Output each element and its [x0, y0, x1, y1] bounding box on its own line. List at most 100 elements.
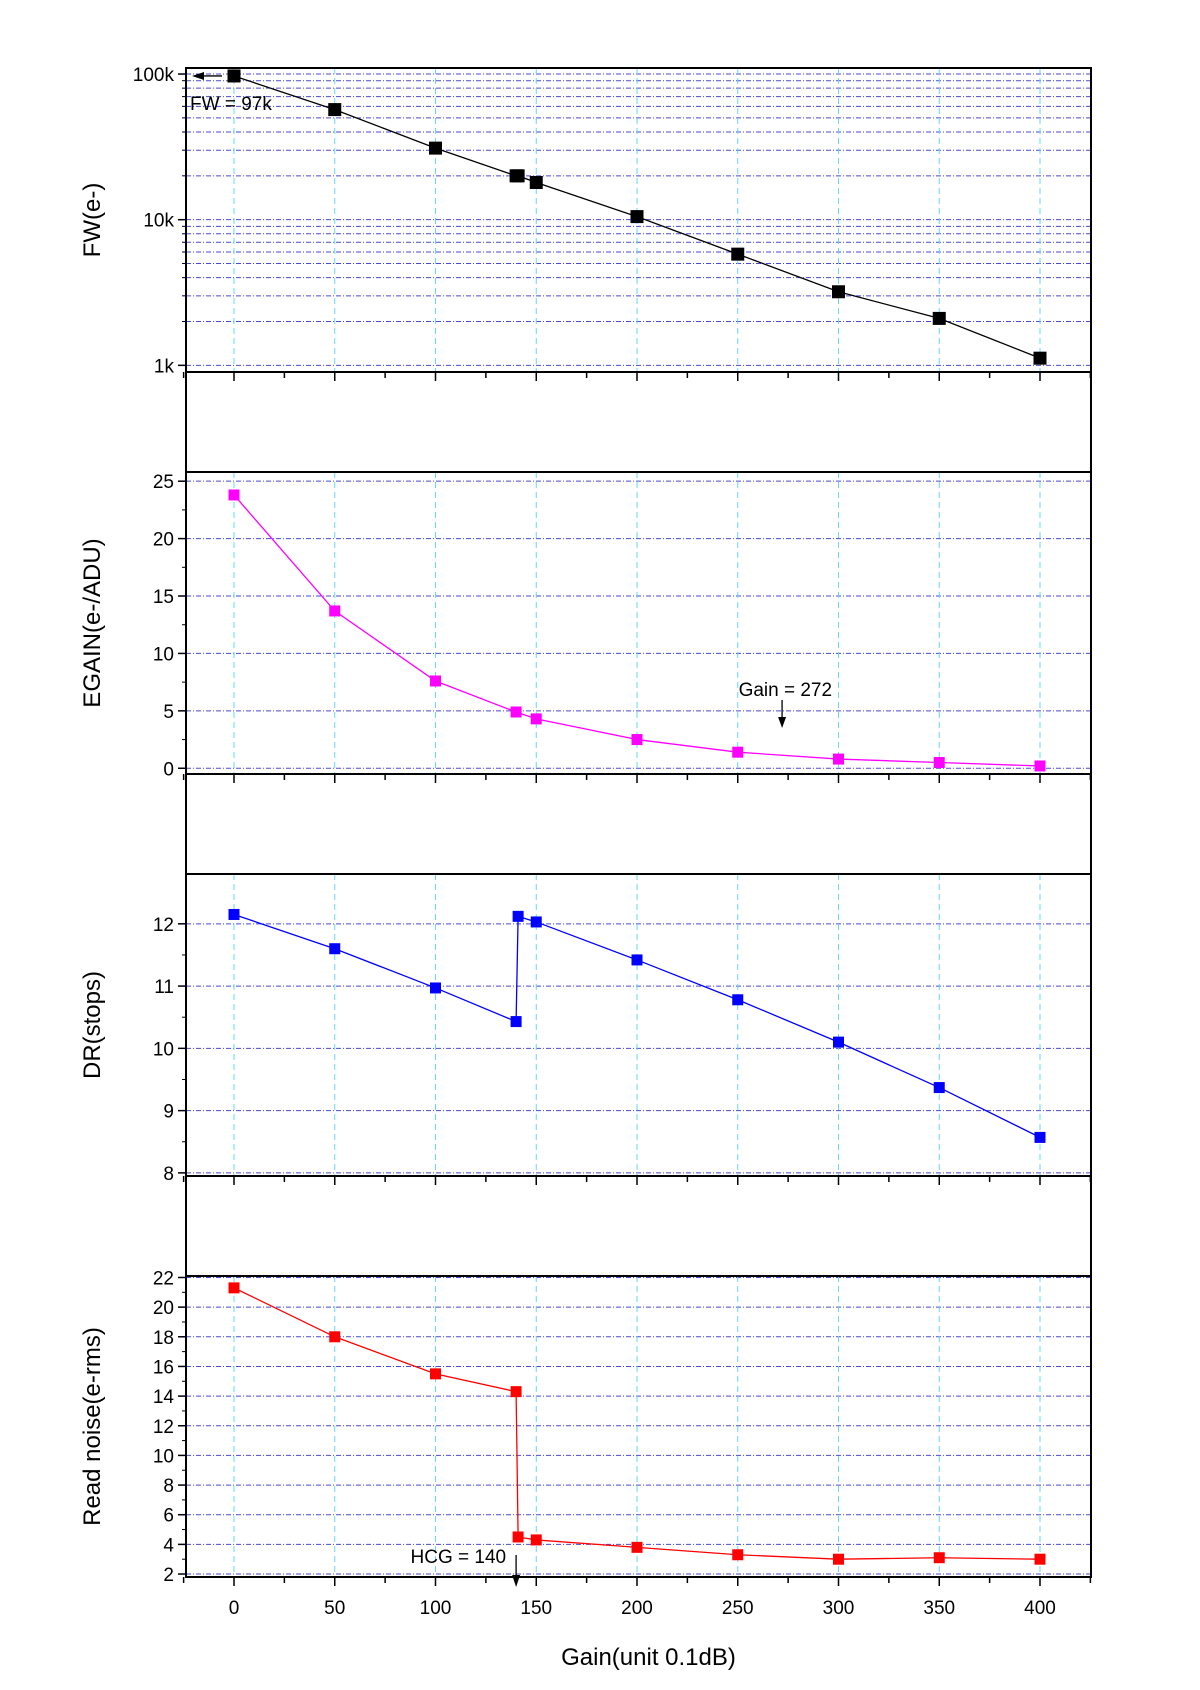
y-ticks: 8 9 10 11 12 — [153, 915, 186, 1185]
y-tick-label: 10 — [153, 1039, 174, 1060]
panel-frame — [185, 773, 1092, 1177]
data-point — [328, 103, 342, 117]
data-point — [933, 757, 945, 769]
x-tick-label: 400 — [1024, 1598, 1056, 1619]
series-markers — [227, 69, 1047, 365]
data-point — [833, 1553, 844, 1565]
y-axis-title: DR(stops) — [79, 971, 106, 1079]
data-point — [511, 169, 525, 183]
y-tick-label: 8 — [163, 1164, 174, 1185]
x-tick-label: 250 — [722, 1598, 754, 1619]
y-tick-label: 12 — [153, 1417, 174, 1438]
x-ticks — [182, 372, 1092, 381]
x-tick-label: 350 — [923, 1598, 955, 1619]
annotation-label: FW = 97k — [190, 94, 272, 115]
x-ticks — [182, 1577, 1092, 1586]
v-gridlines — [233, 472, 1041, 774]
annotation-arrowhead — [192, 71, 204, 80]
data-point — [631, 954, 643, 966]
y-tick-label: 8 — [163, 1476, 174, 1497]
y-tick-label: 20 — [153, 1298, 174, 1319]
x-tick-labels: 0 50 100 150 200 250 300 350 400 — [229, 1598, 1056, 1619]
series-line — [233, 494, 1041, 767]
y-tick-label: 10 — [153, 1446, 174, 1467]
data-point — [227, 69, 241, 83]
data-point — [1034, 1131, 1046, 1143]
y-tick-label: 15 — [153, 587, 174, 608]
y-axis-title: Read noise(e-rms) — [79, 1327, 106, 1526]
y-tick-label: 4 — [163, 1535, 174, 1556]
series-markers — [228, 908, 1046, 1143]
annotation-label: Gain = 272 — [739, 680, 833, 701]
data-point — [510, 706, 522, 718]
y-tick-label: 6 — [163, 1506, 174, 1527]
data-point — [932, 311, 946, 325]
data-point — [530, 713, 542, 725]
y-tick-label: 0 — [163, 759, 174, 780]
data-point — [933, 1082, 945, 1094]
y-tick-label: 9 — [163, 1102, 174, 1123]
annotation-arrowhead — [778, 717, 787, 728]
data-point — [429, 141, 442, 155]
data-point — [510, 1386, 522, 1398]
data-point — [530, 916, 542, 928]
h-gridlines — [186, 73, 1091, 366]
data-point — [510, 1016, 522, 1028]
data-point — [430, 1368, 441, 1380]
data-point — [732, 1549, 744, 1561]
panel-frame — [185, 371, 1092, 775]
data-point — [731, 247, 745, 261]
y-ticks: 2 4 6 8 10 12 14 16 18 20 22 — [153, 1268, 186, 1586]
data-point — [1034, 760, 1046, 772]
y-tick-label: 2 — [163, 1565, 174, 1586]
annotation: FW = 97k — [190, 71, 272, 115]
y-ticks: 1k 10k 100k — [133, 65, 186, 377]
v-gridlines — [233, 874, 1041, 1176]
data-point — [228, 489, 240, 501]
y-tick-label: 20 — [153, 530, 174, 551]
panel-fw: 1k 10k 100k FW(e-) FW = 97k — [79, 65, 1092, 381]
annotation-arrowhead — [512, 1575, 521, 1587]
h-gridlines — [186, 480, 1091, 769]
data-point — [512, 910, 524, 922]
data-point — [529, 176, 543, 190]
data-point — [832, 285, 845, 299]
data-point — [833, 1036, 844, 1048]
y-tick-label: 10 — [153, 644, 174, 665]
annotation-label: HCG = 140 — [411, 1547, 507, 1568]
series-markers — [228, 489, 1046, 772]
y-tick-label: 25 — [153, 472, 174, 493]
annotation: Gain = 272 — [739, 680, 833, 728]
v-gridlines — [233, 1276, 1041, 1577]
data-point — [329, 1331, 341, 1343]
y-tick-label: 5 — [163, 702, 174, 723]
data-point — [732, 994, 744, 1006]
y-tick-label: 100k — [133, 65, 175, 86]
x-tick-label: 300 — [823, 1598, 855, 1619]
data-point — [631, 734, 643, 746]
panel-egain: 0 5 10 15 20 25 EGAIN(e-/ADU) Gain = 272 — [79, 371, 1092, 783]
data-point — [530, 1534, 542, 1546]
data-point — [228, 1282, 240, 1294]
data-point — [329, 605, 341, 617]
y-tick-label: 14 — [153, 1387, 175, 1408]
x-tick-label: 150 — [520, 1598, 552, 1619]
data-point — [732, 746, 744, 758]
h-gridlines — [186, 923, 1091, 1174]
data-point — [1033, 351, 1047, 365]
data-point — [430, 675, 441, 687]
x-axis-title: Gain(unit 0.1dB) — [561, 1644, 736, 1671]
data-point — [329, 943, 341, 955]
y-axis-title: FW(e-) — [79, 183, 106, 258]
y-tick-label: 16 — [153, 1357, 174, 1378]
data-point — [512, 1531, 524, 1543]
y-tick-label: 22 — [153, 1268, 174, 1289]
y-tick-label: 12 — [153, 915, 174, 936]
data-point — [933, 1552, 945, 1564]
y-tick-label: 10k — [143, 211, 174, 232]
x-tick-label: 0 — [229, 1598, 240, 1619]
data-point — [833, 753, 844, 765]
data-point — [430, 982, 441, 994]
